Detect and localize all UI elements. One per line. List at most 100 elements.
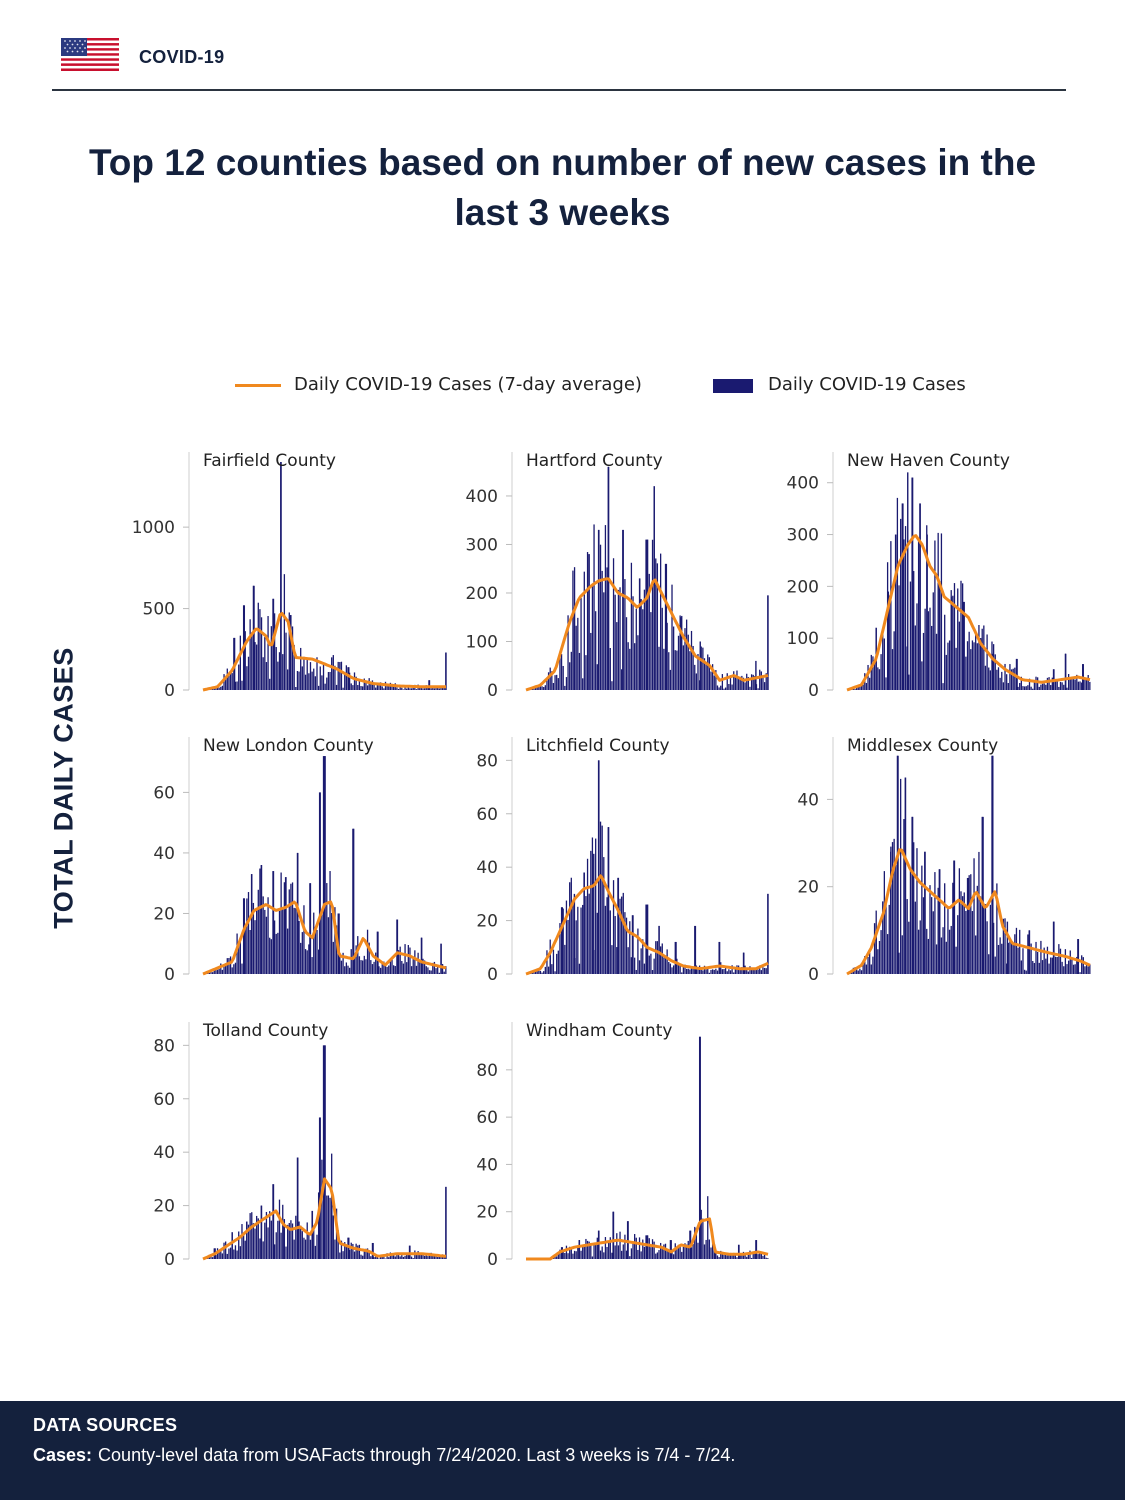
daily-case-bar — [1072, 964, 1075, 974]
daily-case-bar — [672, 626, 675, 690]
daily-case-bar — [570, 651, 572, 690]
daily-case-peak-bar — [887, 591, 890, 690]
daily-case-bar — [231, 967, 233, 974]
daily-case-bar — [917, 929, 920, 974]
daily-case-bar — [329, 871, 331, 974]
daily-case-bar — [1071, 957, 1073, 974]
daily-case-peak-bar — [924, 851, 926, 974]
daily-case-peak-bar — [670, 1240, 672, 1259]
daily-case-bar — [588, 1241, 590, 1259]
daily-case-bar — [750, 674, 753, 690]
daily-case-bar — [552, 949, 555, 974]
daily-case-peak-bar — [445, 652, 447, 690]
daily-case-bar — [211, 688, 214, 690]
daily-case-bar — [1079, 972, 1081, 974]
daily-case-bar — [300, 647, 302, 690]
daily-case-bar — [298, 671, 300, 690]
daily-case-bar — [994, 654, 996, 690]
daily-case-peak-bar — [246, 1221, 248, 1259]
daily-case-bar — [867, 956, 869, 974]
daily-case-bar — [655, 941, 657, 974]
daily-case-bar — [645, 1235, 647, 1259]
daily-case-bar — [685, 619, 688, 690]
daily-case-bar — [415, 965, 418, 974]
daily-case-bar — [744, 1253, 746, 1259]
daily-case-bar — [313, 668, 315, 690]
daily-case-bar — [754, 675, 756, 690]
daily-case-bar — [914, 625, 916, 690]
daily-case-peak-bar — [348, 1237, 350, 1259]
daily-case-peak-bar — [875, 930, 877, 974]
daily-case-bar — [293, 644, 295, 690]
daily-case-bar — [1056, 957, 1058, 974]
daily-case-bar — [661, 1246, 663, 1259]
daily-case-bar — [1027, 685, 1029, 690]
daily-case-peak-bar — [588, 554, 590, 690]
daily-case-bar — [926, 928, 928, 974]
daily-case-bar — [862, 684, 864, 690]
daily-case-bar — [415, 1252, 418, 1259]
daily-case-peak-bar — [967, 877, 970, 974]
daily-case-peak-bar — [907, 472, 909, 690]
daily-case-bar — [690, 1247, 693, 1259]
daily-case-bar — [989, 670, 992, 690]
brand-label: COVID-19 — [139, 47, 225, 67]
daily-case-bar — [335, 684, 338, 690]
daily-case-bar — [365, 1248, 367, 1259]
daily-case-bar — [763, 967, 766, 974]
daily-case-bar — [734, 1255, 736, 1259]
daily-case-bar — [703, 1244, 706, 1259]
daily-case-bar — [913, 571, 915, 690]
daily-case-bar — [280, 1232, 282, 1259]
daily-case-bar — [604, 905, 607, 974]
daily-case-bar — [275, 1232, 277, 1259]
daily-case-bar — [692, 967, 694, 974]
daily-case-bar — [971, 911, 974, 974]
daily-case-bar — [681, 972, 683, 974]
daily-case-bar — [252, 1223, 255, 1259]
daily-case-bar — [391, 683, 393, 690]
daily-case-bar — [677, 635, 680, 690]
flag-stripe — [61, 58, 119, 61]
daily-case-bar — [643, 963, 646, 974]
daily-case-bar — [676, 650, 678, 690]
daily-case-peak-bar — [890, 851, 892, 974]
daily-case-bar — [541, 972, 543, 974]
daily-case-bar — [355, 1243, 357, 1259]
daily-case-peak-bar — [911, 816, 914, 974]
daily-case-bar — [908, 674, 910, 690]
daily-case-bar — [1001, 943, 1003, 974]
daily-case-peak-bar — [911, 477, 914, 690]
daily-case-bar — [658, 646, 660, 690]
daily-case-bar — [564, 944, 566, 974]
daily-case-bar — [285, 632, 287, 690]
daily-case-bar — [350, 683, 352, 690]
daily-case-peak-bar — [626, 1221, 629, 1259]
daily-case-bar — [283, 882, 286, 974]
daily-case-bar — [739, 676, 741, 690]
daily-case-bar — [854, 688, 856, 690]
daily-case-peak-bar — [573, 893, 576, 974]
y-tick-label: 200 — [787, 577, 819, 597]
daily-case-bar — [295, 1215, 297, 1259]
daily-case-bar — [257, 1218, 259, 1259]
daily-case-bar — [729, 1252, 732, 1259]
daily-case-bar — [961, 583, 964, 690]
daily-case-bar — [981, 628, 983, 690]
daily-case-bar — [298, 920, 300, 974]
daily-case-bar — [344, 1242, 346, 1259]
daily-case-bar — [358, 679, 361, 690]
daily-case-bar — [373, 961, 375, 974]
daily-case-peak-bar — [938, 869, 941, 974]
daily-case-bar — [582, 1245, 584, 1259]
daily-case-bar — [707, 968, 709, 974]
daily-case-bar — [319, 666, 321, 690]
daily-case-bar — [422, 688, 424, 690]
daily-case-bar — [375, 1255, 377, 1259]
daily-case-bar — [331, 912, 333, 974]
daily-case-bar — [1046, 946, 1049, 974]
daily-case-bar — [687, 968, 689, 974]
daily-case-bar — [1035, 941, 1037, 974]
daily-case-bar — [285, 1246, 287, 1259]
